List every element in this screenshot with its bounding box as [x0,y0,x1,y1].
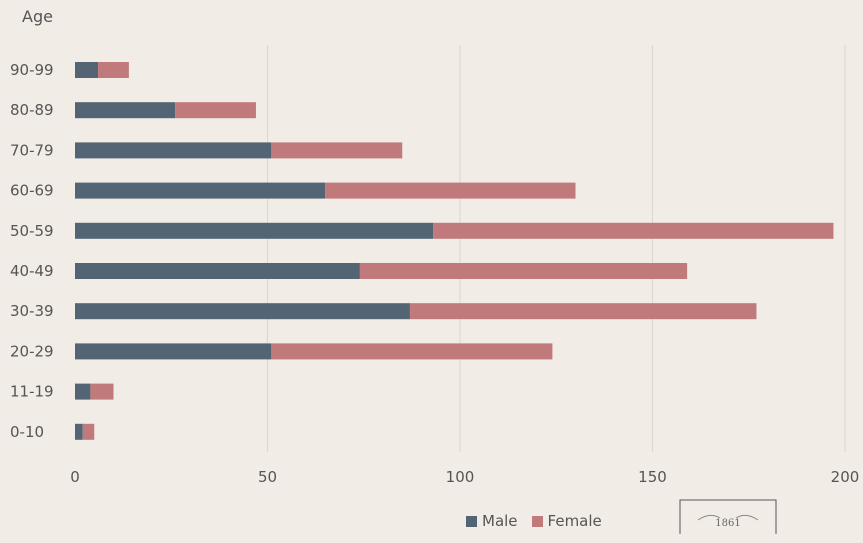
logo-text: 1861 [715,518,740,529]
bar-male-0-10 [75,423,83,440]
y-tick-label: 70-79 [10,141,54,159]
bar-female-80-89 [175,102,256,119]
bar-male-20-29 [75,343,272,360]
x-tick-label: 150 [638,468,667,486]
x-tick-label: 0 [70,468,80,486]
legend-item-male: Male [466,512,518,530]
logo-svg: 1861 [679,499,777,534]
bar-female-50-59 [433,222,834,239]
bar-female-40-49 [359,263,688,279]
y-tick-label: 40-49 [10,262,54,280]
bar-female-11-19 [90,383,114,400]
y-axis-label: Age [22,7,53,26]
bar-male-50-59 [75,222,434,239]
bar-male-60-69 [75,182,326,199]
legend-swatch-female [531,515,543,527]
legend-swatch-male [466,515,477,527]
x-tick-label: 200 [831,468,860,486]
legend: Male Female [466,512,610,530]
y-tick-label: 30-39 [10,302,54,320]
legend-label-female: Female [547,512,602,530]
y-tick-label: 0-10 [10,423,44,441]
wheat-seal-icon: 1861 [658,498,798,538]
bar-female-30-39 [409,303,757,320]
y-tick-label: 90-99 [10,61,54,79]
bar-male-40-49 [75,263,360,279]
y-tick-label: 60-69 [10,182,54,200]
y-tick-label: 80-89 [10,101,54,119]
bar-male-70-79 [75,142,272,159]
bar-female-20-29 [271,343,553,360]
x-tick-label: 50 [258,468,277,486]
bar-male-11-19 [75,383,91,400]
bar-male-30-39 [75,303,410,320]
y-tick-label: 20-29 [10,342,54,360]
bar-male-80-89 [75,102,176,119]
y-tick-label: 50-59 [10,222,54,240]
bar-female-70-79 [271,142,403,159]
y-tick-label: 11-19 [10,383,54,401]
bar-male-90-99 [75,62,99,78]
legend-label-male: Male [482,512,518,530]
bar-female-0-10 [82,423,95,440]
bar-female-60-69 [325,182,576,199]
legend-item-female: Female [531,512,602,530]
bar-female-90-99 [98,62,129,78]
x-tick-label: 100 [446,468,475,486]
